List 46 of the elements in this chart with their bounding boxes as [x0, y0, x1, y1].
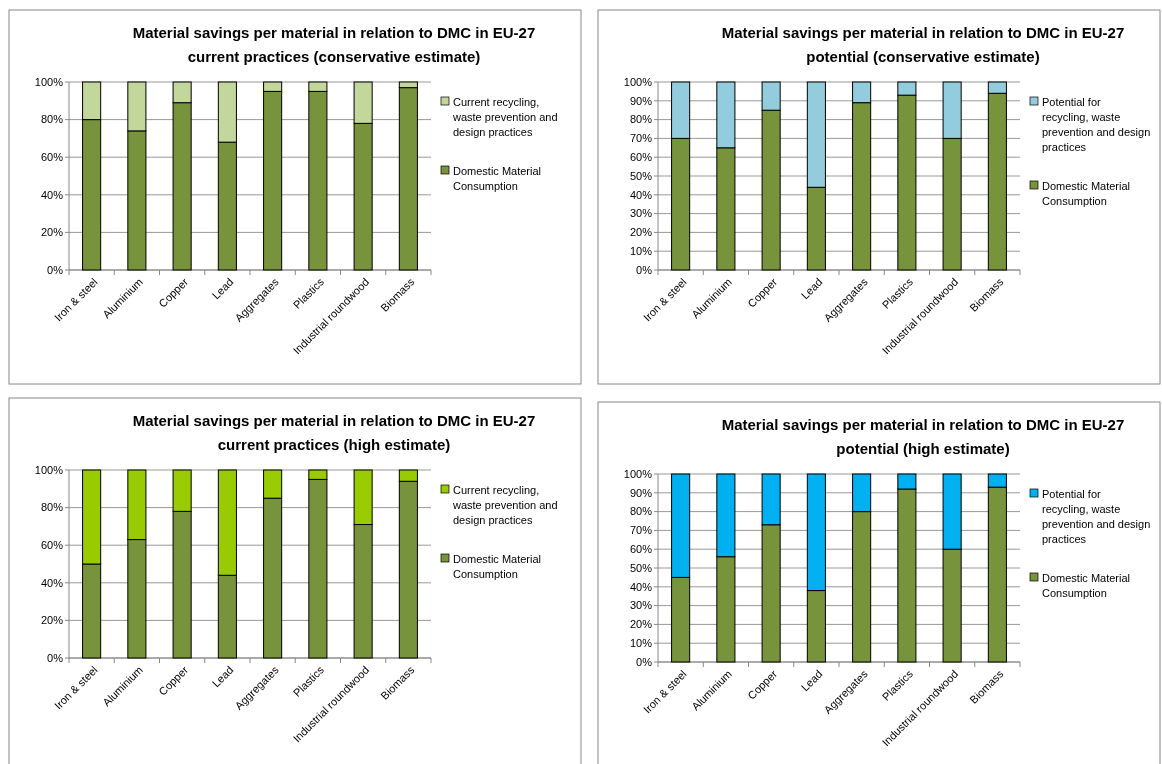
y-tick-label: 80% [40, 113, 64, 126]
y-tick-label: 60% [629, 151, 653, 164]
y-tick-label: 80% [629, 505, 653, 518]
y-tick-label: 40% [629, 580, 653, 593]
y-tick-label: 60% [40, 151, 64, 164]
y-tick-label: 100% [623, 467, 653, 480]
legend-label: Current recycling, waste prevention and design practices [452, 95, 558, 138]
chart-title: Material savings per material in relation to DMC in EU-27 current practices (high estimate) [132, 412, 536, 453]
y-tick-label: 30% [629, 599, 653, 612]
y-tick-label: 40% [40, 188, 64, 201]
y-tick-label: 80% [40, 501, 64, 514]
y-tick-label: 100% [623, 75, 653, 88]
y-tick-label: 20% [629, 226, 653, 239]
y-tick-label: 60% [40, 539, 64, 552]
chart-title: Material savings per material in relation to DMC in EU-27 potential (conservative estimate) [721, 24, 1125, 65]
y-tick-label: 90% [629, 486, 653, 499]
legend-label: Domestic Material Consumption [1042, 571, 1131, 599]
y-tick-label: 40% [40, 576, 64, 589]
y-tick-label: 60% [629, 543, 653, 556]
y-tick-label: 20% [629, 618, 653, 631]
legend-label: Potential for recycling, waste prevention and design practices [1042, 487, 1151, 545]
legend-label: Current recycling, waste prevention and design practices [452, 483, 558, 526]
y-tick-label: 100% [34, 463, 64, 476]
y-tick-label: 40% [629, 188, 653, 201]
legend-label: Domestic Material Consumption [453, 164, 542, 192]
y-tick-label: 10% [629, 637, 653, 650]
y-tick-label: 0% [47, 263, 64, 276]
legend-label: Domestic Material Consumption [453, 552, 542, 580]
y-tick-label: 80% [629, 113, 653, 126]
y-tick-label: 0% [47, 651, 64, 664]
y-tick-label: 30% [629, 207, 653, 220]
y-tick-label: 90% [629, 94, 653, 107]
y-tick-label: 100% [34, 75, 64, 88]
y-tick-label: 70% [629, 524, 653, 537]
y-tick-label: 20% [40, 614, 64, 627]
y-tick-label: 50% [629, 169, 653, 182]
chart-title: Material savings per material in relation to DMC in EU-27 current practices (conservative estimate) [132, 24, 536, 65]
y-tick-label: 20% [40, 226, 64, 239]
y-tick-label: 70% [629, 132, 653, 145]
chart-title: Material savings per material in relation to DMC in EU-27 potential (high estimate) [721, 416, 1125, 457]
legend-label: Potential for recycling, waste prevention and design practices [1042, 95, 1151, 153]
legend-label: Domestic Material Consumption [1042, 179, 1131, 207]
y-tick-label: 0% [636, 655, 653, 668]
y-tick-label: 10% [629, 245, 653, 258]
y-tick-label: 0% [636, 263, 653, 276]
y-tick-label: 50% [629, 561, 653, 574]
